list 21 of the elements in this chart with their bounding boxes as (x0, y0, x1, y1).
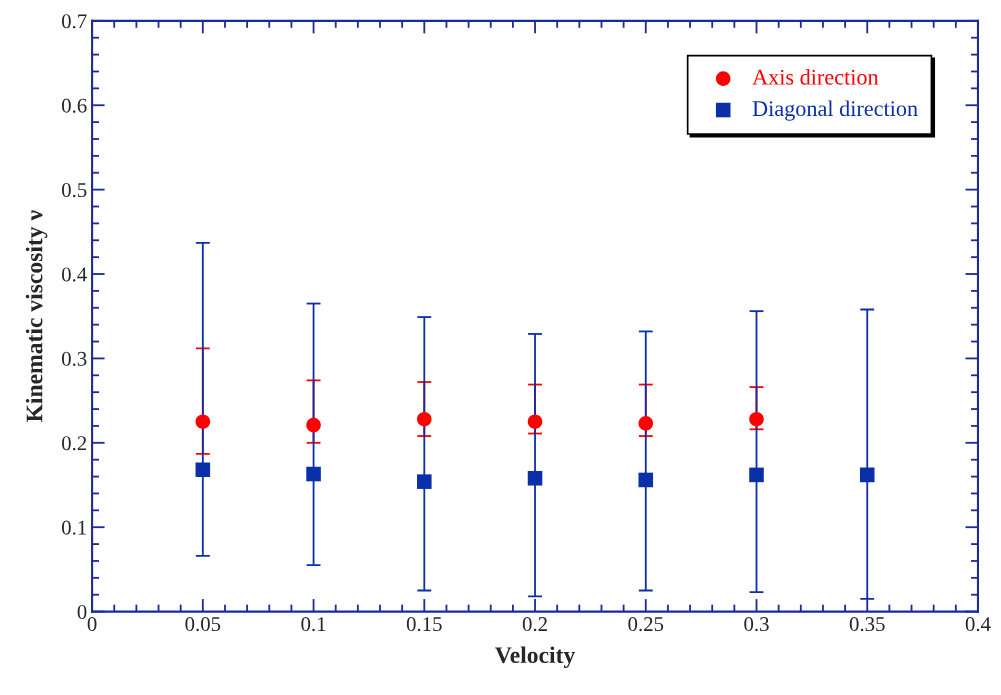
x-tick-label: 0.1 (301, 617, 326, 632)
x-tick-label: 0 (87, 617, 97, 632)
legend-label: Diagonal direction (752, 100, 918, 121)
x-tick-label: 0.35 (849, 617, 885, 632)
y-axis-title: Kinematic viscosity ν (25, 210, 48, 423)
y-tick-label: 0.5 (61, 183, 87, 198)
y-tick-label: 0.3 (61, 351, 87, 366)
y-tick-label: 0.6 (61, 98, 87, 113)
y-tick-label: 0.4 (61, 267, 87, 282)
x-tick-label: 0.25 (628, 617, 664, 632)
y-tick-label: 0.7 (61, 14, 87, 29)
y-tick-label: 0.2 (61, 436, 87, 451)
legend-label: Axis direction (752, 69, 879, 85)
y-tick-label: 0.1 (61, 520, 86, 535)
x-tick-label: 0.15 (406, 617, 442, 632)
y-tick-label: 0 (77, 604, 87, 620)
x-tick-label: 0.4 (965, 617, 991, 632)
x-tick-label: 0.3 (744, 617, 769, 632)
x-axis-title: Velocity (495, 646, 576, 668)
x-tick-label: 0.05 (185, 617, 221, 632)
x-tick-label: 0.2 (522, 617, 547, 632)
